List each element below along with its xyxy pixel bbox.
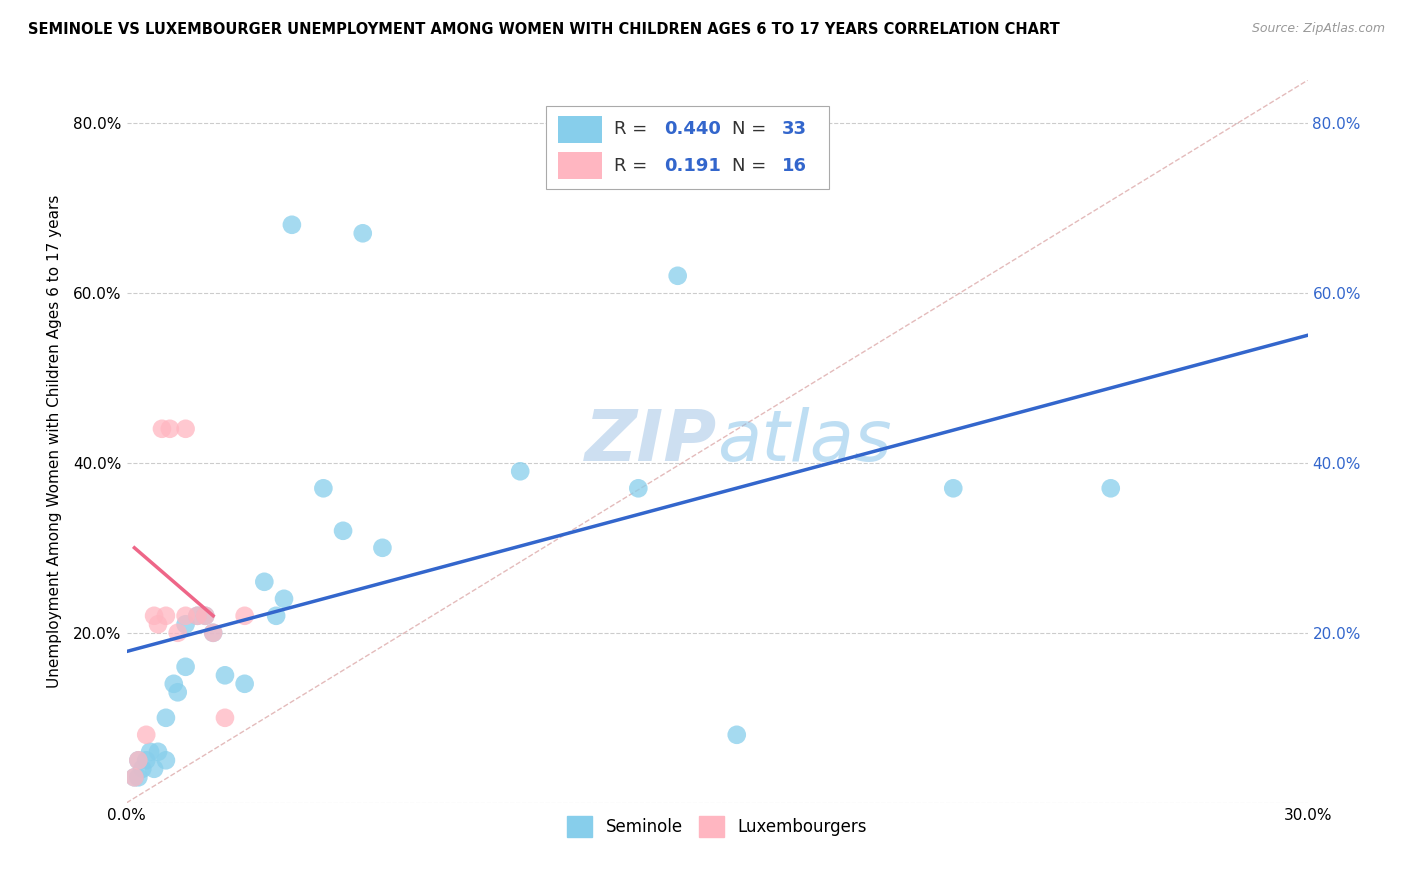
Point [509, 464, 531, 478]
Text: Source: ZipAtlas.com: Source: ZipAtlas.com [1251, 22, 1385, 36]
Point [135, 728, 157, 742]
Point [186, 608, 208, 623]
Point [131, 762, 153, 776]
Legend: Seminole, Luxembourgers: Seminole, Luxembourgers [558, 808, 876, 845]
Point [194, 608, 217, 623]
Text: R =: R = [614, 156, 659, 175]
Text: N =: N = [733, 120, 772, 138]
Point [127, 753, 149, 767]
Point [202, 625, 225, 640]
Text: 16: 16 [782, 156, 807, 175]
Point [155, 753, 177, 767]
Point [233, 608, 256, 623]
Point [253, 574, 276, 589]
Point [627, 481, 650, 495]
Point [124, 770, 146, 784]
Point [332, 524, 354, 538]
FancyBboxPatch shape [558, 152, 603, 179]
Point [155, 608, 177, 623]
Point [139, 745, 162, 759]
Point [143, 608, 166, 623]
Text: 0.440: 0.440 [664, 120, 721, 138]
Point [233, 677, 256, 691]
Point [312, 481, 335, 495]
Point [146, 745, 169, 759]
Point [202, 625, 225, 640]
Point [127, 753, 149, 767]
Point [146, 617, 169, 632]
Text: R =: R = [614, 120, 654, 138]
Text: SEMINOLE VS LUXEMBOURGER UNEMPLOYMENT AMONG WOMEN WITH CHILDREN AGES 6 TO 17 YEA: SEMINOLE VS LUXEMBOURGER UNEMPLOYMENT AM… [28, 22, 1060, 37]
FancyBboxPatch shape [546, 105, 830, 189]
Point [135, 753, 157, 767]
Point [214, 668, 236, 682]
Point [150, 422, 173, 436]
Point [666, 268, 689, 283]
Point [371, 541, 394, 555]
Text: ZIP: ZIP [585, 407, 717, 476]
Text: N =: N = [733, 156, 772, 175]
Point [194, 608, 217, 623]
Point [352, 227, 374, 241]
Point [174, 422, 197, 436]
Point [163, 677, 186, 691]
Text: 33: 33 [782, 120, 807, 138]
Point [174, 608, 197, 623]
Point [273, 591, 295, 606]
Point [1099, 481, 1122, 495]
Point [174, 660, 197, 674]
Point [159, 422, 181, 436]
Point [143, 762, 166, 776]
Point [186, 608, 208, 623]
Point [725, 728, 748, 742]
Point [264, 608, 287, 623]
Point [127, 770, 149, 784]
Point [166, 685, 188, 699]
Point [281, 218, 304, 232]
Point [166, 625, 188, 640]
Point [124, 770, 146, 784]
FancyBboxPatch shape [558, 116, 603, 143]
Point [174, 617, 197, 632]
Text: atlas: atlas [717, 407, 891, 476]
Point [214, 711, 236, 725]
Y-axis label: Unemployment Among Women with Children Ages 6 to 17 years: Unemployment Among Women with Children A… [46, 194, 62, 689]
Point [942, 481, 965, 495]
Text: 0.191: 0.191 [664, 156, 721, 175]
Point [155, 711, 177, 725]
